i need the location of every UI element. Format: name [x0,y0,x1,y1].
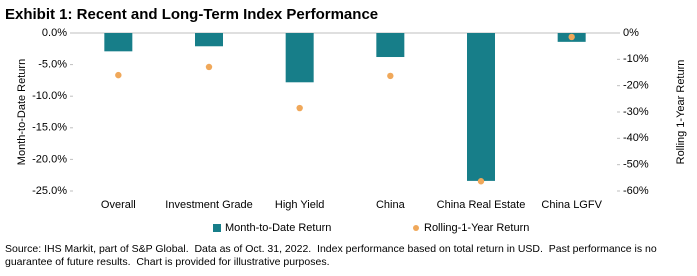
x-tick-label: China Real Estate [437,199,526,211]
legend-label: Month-to-Date Return [225,222,331,234]
x-tick-label: China [376,199,406,211]
legend-swatch [213,224,221,232]
y2-tick-label: -50% [623,159,649,171]
y-axis-label: Month-to-Date Return [16,59,28,165]
y-tick-label: -15.0% [32,122,67,134]
x-tick-label: Investment Grade [165,199,252,211]
legend-label: Rolling-1-Year Return [424,222,529,234]
dot [387,72,394,80]
y2-tick-label: -40% [623,132,649,144]
dot [205,63,213,71]
y-tick-label: 0.0% [42,27,67,39]
bar [285,33,314,83]
y-tick-label: -20.0% [32,153,67,165]
y-tick-label: -10.0% [32,90,67,102]
dot [477,178,485,185]
dot [115,71,122,79]
dot [568,33,575,41]
bar [195,33,223,47]
y2-tick-label: -60% [623,185,649,197]
bar [376,33,405,58]
y2-tick-label: -20% [623,80,649,92]
y-tick-label: -25.0% [32,185,67,197]
legend-swatch [413,225,419,231]
x-tick-label: Overall [101,199,136,211]
y2-tick-label: -30% [623,106,649,118]
y2-tick-label: -10% [623,53,649,65]
bar [104,33,133,52]
x-tick-label: China LGFV [541,199,602,211]
source-note: Source: IHS Markit, part of S&P Global. … [5,243,660,268]
dot [296,104,303,112]
bar [467,33,495,181]
y-tick-label: -5.0% [38,59,67,71]
y2-axis-label: Rolling 1-Year Return [675,60,687,165]
chart-title: Exhibit 1: Recent and Long-Term Index Pe… [5,6,378,23]
y2-tick-label: 0% [623,27,639,39]
x-tick-label: High Yield [275,199,325,211]
chart: Exhibit 1: Recent and Long-Term Index Pe… [5,6,687,234]
